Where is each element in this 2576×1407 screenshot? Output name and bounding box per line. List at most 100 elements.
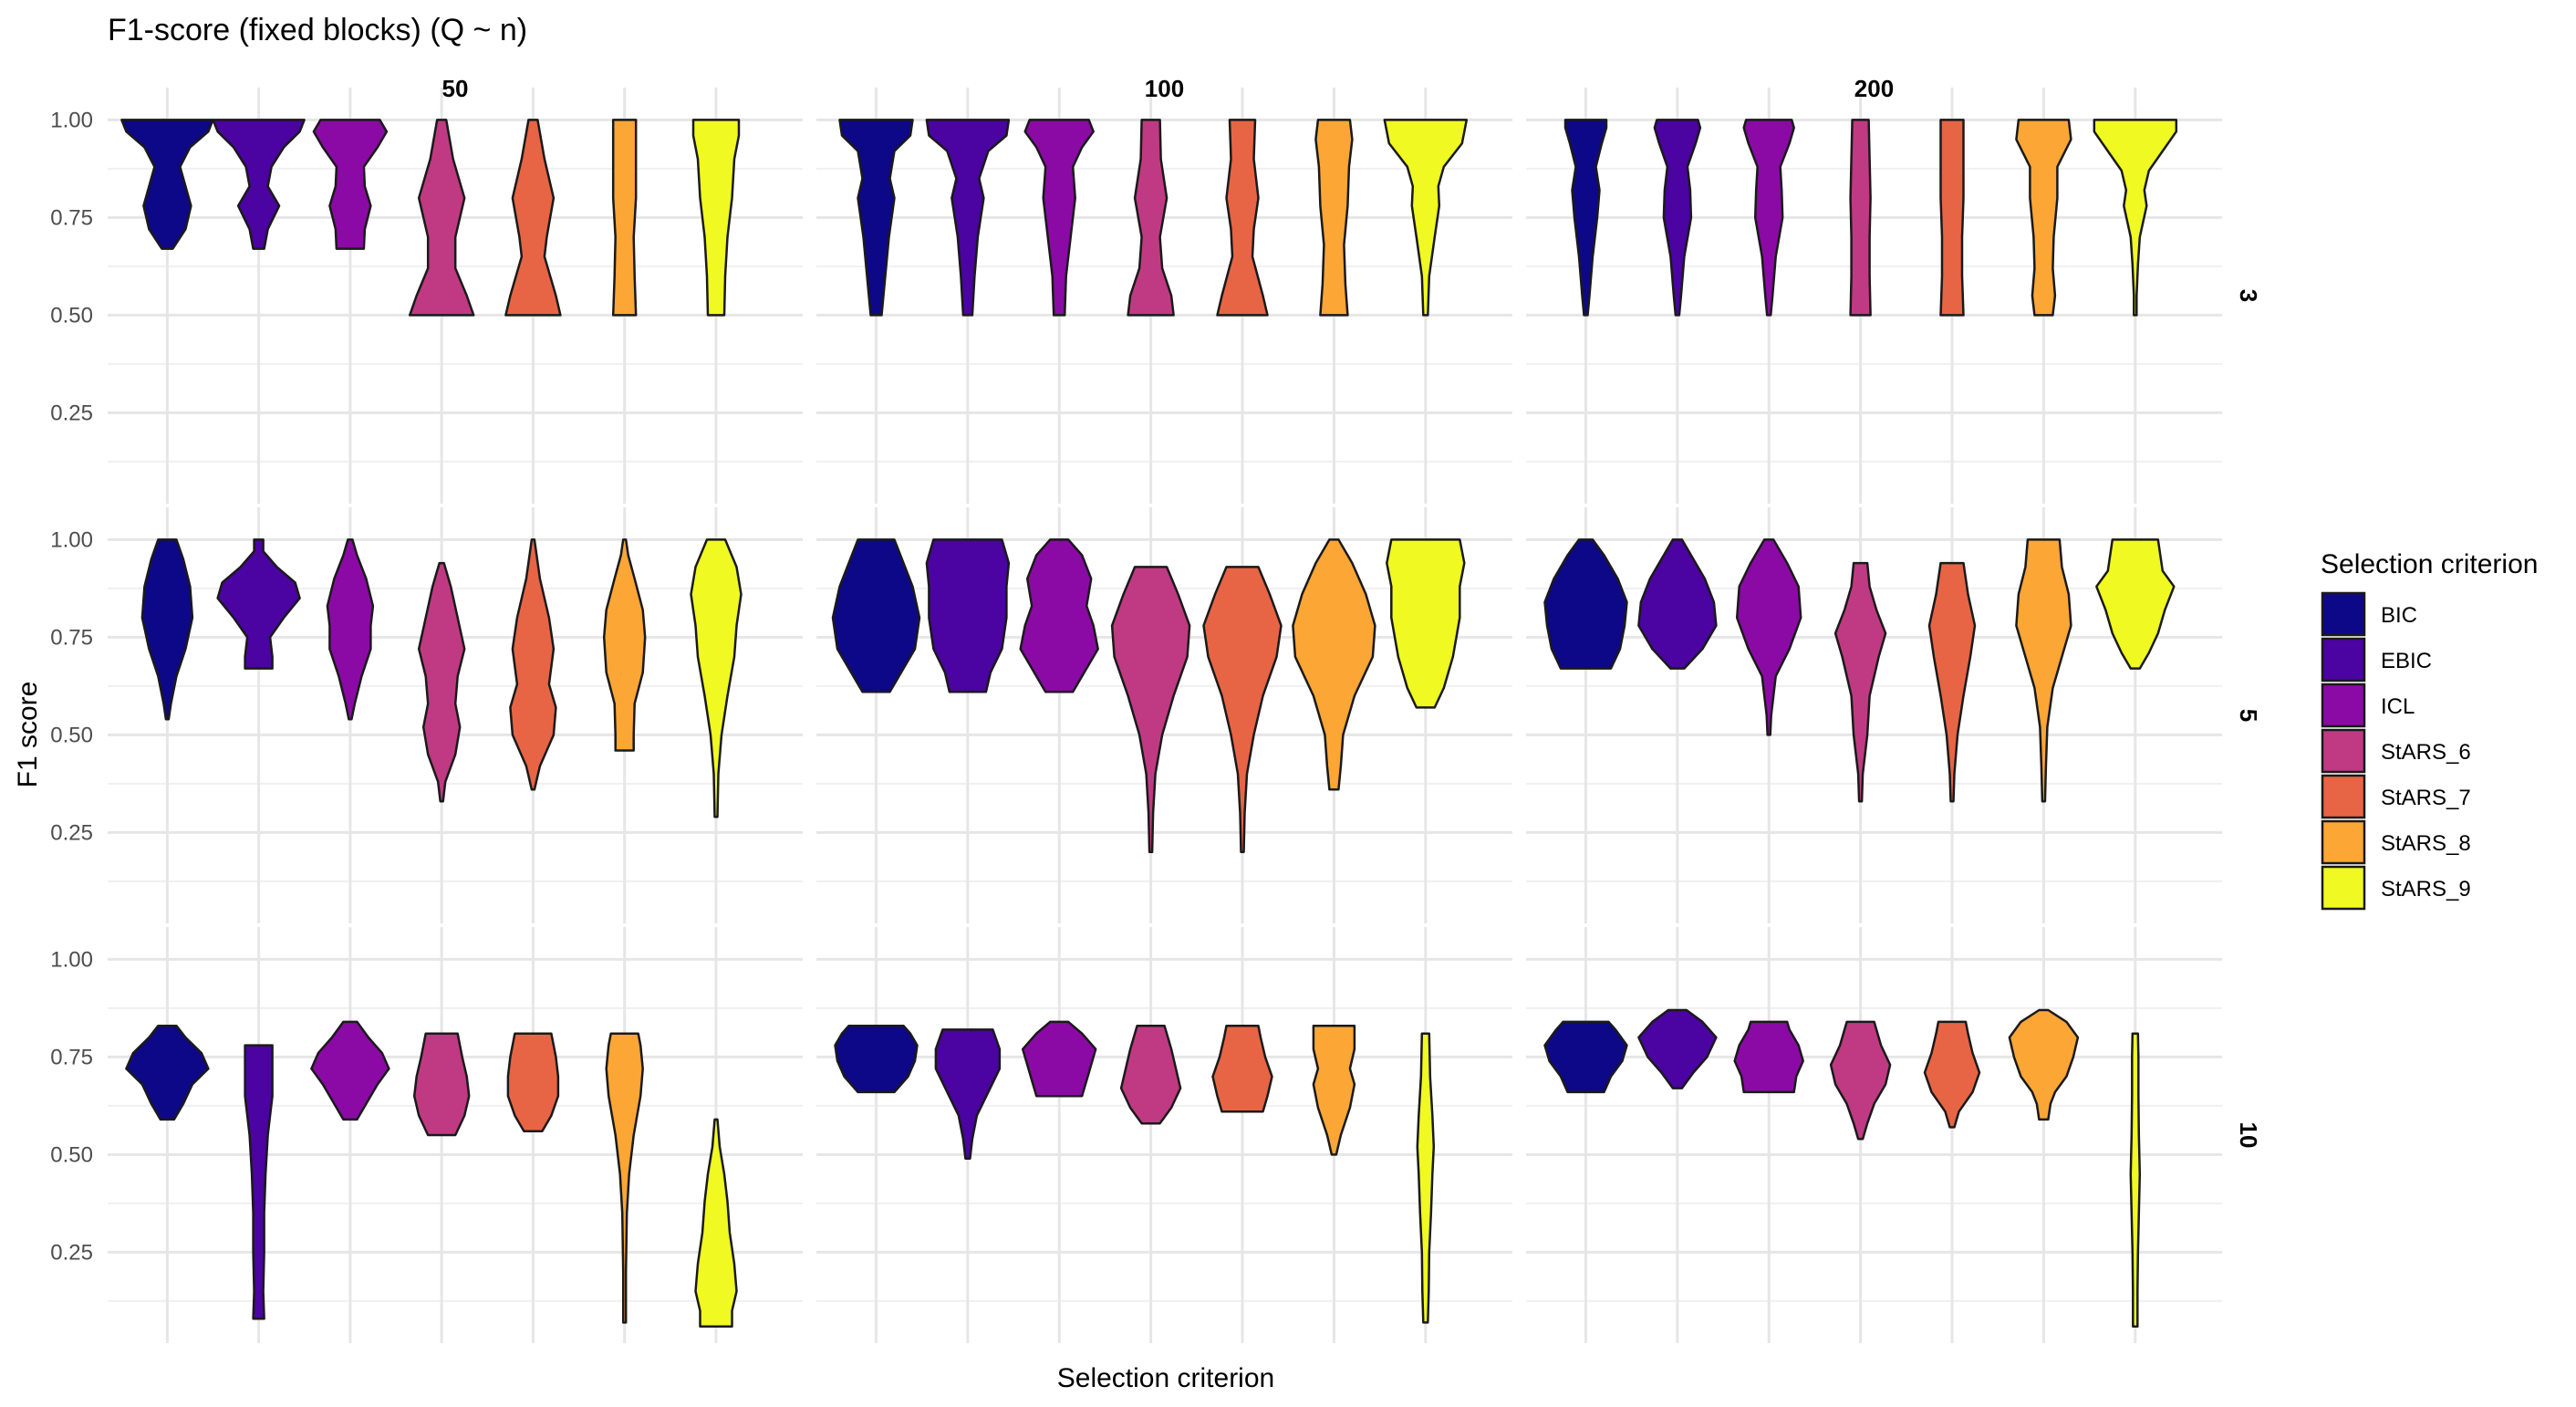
violin-EBIC-5-50 [216,538,301,670]
facet-panels: 0.25 0.50 0.75 1.00 0.25 0.50 0.75 1.00 0.25 0.50… [50,75,2262,1343]
legend-title: Selection criterion [2321,549,2538,579]
violin-BIC-10-50 [125,1024,210,1121]
violin-ICL-10-100 [1021,1020,1097,1098]
violin-StARS_7-10-100 [1211,1024,1273,1113]
violin-EBIC-5-100 [925,538,1011,693]
violin-StARS_9-3-50 [691,119,741,317]
legend-key-ICL [2321,683,2366,728]
panel-grid-10-100 [816,927,1512,1343]
violin-StARS_9-10-200 [2129,1032,2142,1328]
violin-StARS_9-5-200 [2095,538,2176,670]
violin-EBIC-3-100 [925,119,1011,317]
violin-StARS_8-10-200 [2008,1008,2080,1121]
y-axis-title: F1 score [13,682,43,788]
violin-BIC-5-100 [831,538,921,693]
y-tick-label: 0.25 [50,401,93,425]
y-tick-label: 1.00 [50,947,93,972]
violin-StARS_9-5-100 [1386,538,1466,709]
column-facet-label: 50 [442,75,469,102]
violin-StARS_8-5-50 [602,538,647,752]
violin-StARS_7-3-100 [1216,119,1269,317]
row-facet-label: 5 [2235,709,2262,722]
violin-StARS_6-5-200 [1833,561,1887,803]
violin-StARS_8-3-200 [2015,119,2072,317]
row-facet-label: 3 [2235,289,2262,302]
violin-StARS_7-3-50 [504,119,562,317]
violin-StARS_7-5-50 [509,538,557,791]
y-tick-label: 1.00 [50,108,93,132]
legend-key-StARS_6 [2321,728,2366,774]
y-tick-label: 0.50 [50,723,93,747]
legend-label-EBIC: EBIC [2381,649,2432,673]
legend-key-StARS_8 [2321,819,2366,865]
violin-StARS_8-10-100 [1312,1024,1356,1156]
violin-BIC-3-100 [838,119,914,317]
violin-StARS_9-10-100 [1416,1032,1436,1324]
violin-StARS_7-3-200 [1939,119,1965,317]
y-tick-label: 0.75 [50,1045,93,1069]
violin-ICL-10-200 [1733,1020,1804,1094]
violin-EBIC-10-50 [244,1044,274,1320]
violin-BIC-3-50 [120,119,214,250]
violin-ICL-10-50 [310,1020,390,1121]
violin-StARS_6-3-100 [1127,119,1175,317]
violin-StARS_7-5-100 [1202,566,1283,854]
column-facet-label: 100 [1145,75,1184,102]
y-tick-label: 1.00 [50,527,93,552]
row-facet-label: 10 [2235,1122,2262,1149]
violin-StARS_9-3-200 [2093,119,2178,317]
y-tick-label: 0.75 [50,205,93,230]
violin-EBIC-10-200 [1637,1008,1718,1089]
y-tick-label: 0.50 [50,1142,93,1167]
violin-BIC-5-50 [140,538,194,721]
violin-StARS_8-5-100 [1292,538,1376,791]
violin-BIC-5-200 [1543,538,1628,670]
y-tick-label: 0.25 [50,820,93,845]
legend: Selection criterion BIC EBIC ICL StARS_6 StA… [2321,549,2538,911]
legend-label-StARS_7: StARS_7 [2381,786,2471,810]
violin-ICL-5-200 [1735,538,1802,736]
violin-ICL-5-100 [1019,538,1099,693]
violin-StARS_6-5-100 [1110,566,1191,854]
y-tick-label: 0.75 [50,625,93,650]
violin-BIC-3-200 [1563,119,1608,317]
violin-ICL-5-50 [326,538,375,721]
violin-BIC-10-200 [1543,1020,1628,1094]
legend-label-StARS_6: StARS_6 [2381,740,2471,765]
violin-StARS_9-5-50 [690,538,743,818]
legend-label-ICL: ICL [2381,694,2415,719]
violin-StARS_8-3-50 [611,119,638,317]
chart-title: F1-score (fixed blocks) (Q ~ n) [108,13,527,47]
violin-StARS_8-10-50 [605,1032,644,1324]
violin-StARS_6-10-100 [1119,1024,1182,1125]
legend-label-BIC: BIC [2381,603,2417,628]
legend-label-StARS_8: StARS_8 [2381,831,2471,856]
violin-BIC-10-100 [834,1024,919,1094]
violin-StARS_7-10-50 [506,1032,560,1132]
y-tick-label: 0.50 [50,303,93,328]
violin-ICL-3-50 [312,119,389,250]
violin-StARS_6-10-200 [1829,1020,1892,1141]
violin-StARS_7-5-200 [1927,561,1977,803]
violin-StARS_9-10-50 [694,1118,738,1328]
violin-StARS_6-3-200 [1849,119,1872,317]
violin-EBIC-3-200 [1653,119,1702,317]
column-facet-label: 200 [1854,75,1894,102]
violin-EBIC-10-100 [934,1028,1002,1160]
violin-EBIC-5-200 [1637,538,1718,670]
legend-key-StARS_7 [2321,774,2366,819]
violin-ICL-3-200 [1742,119,1795,317]
violin-ICL-3-100 [1023,119,1095,317]
panel-grid-10-200 [1526,927,2222,1343]
y-tick-label: 0.25 [50,1240,93,1265]
violin-StARS_8-5-200 [2015,538,2072,803]
violin-EBIC-3-50 [212,119,306,250]
violin-StARS_6-10-50 [412,1032,471,1137]
violin-StARS_6-5-50 [417,561,466,803]
legend-key-EBIC [2321,637,2366,683]
violin-StARS_6-3-50 [408,119,475,317]
violin-StARS_9-3-100 [1383,119,1469,317]
x-axis-title: Selection criterion [1057,1363,1274,1393]
